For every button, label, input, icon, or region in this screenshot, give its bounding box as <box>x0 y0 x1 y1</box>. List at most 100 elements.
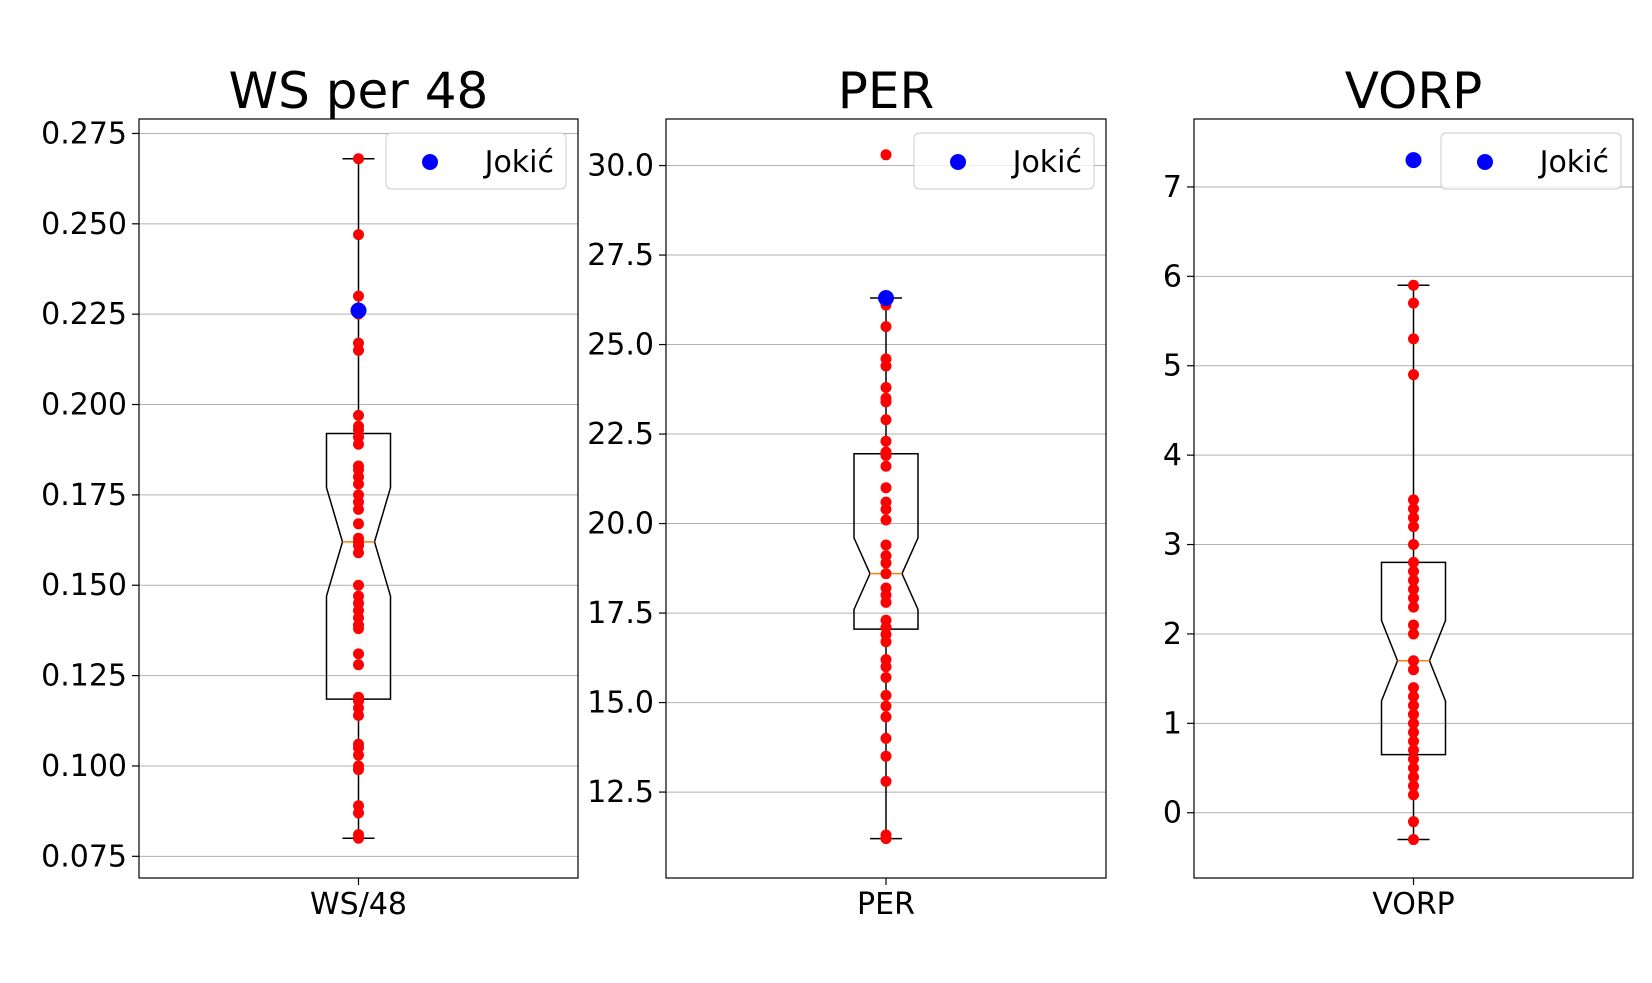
y-tick-label: 0.175 <box>41 478 127 513</box>
data-point <box>353 460 364 472</box>
data-point <box>880 614 892 626</box>
data-point <box>880 582 892 594</box>
data-point <box>1408 279 1419 291</box>
x-category-label: VORP <box>1372 887 1455 922</box>
y-tick-label: 0.150 <box>41 568 127 603</box>
data-point <box>880 482 892 494</box>
y-tick-label: 15.0 <box>587 686 654 721</box>
panel-title: PER <box>838 62 934 120</box>
data-point <box>353 153 364 165</box>
y-tick-label: 7 <box>1163 170 1182 205</box>
data-point <box>880 700 892 712</box>
y-tick-label: 0.225 <box>41 297 127 332</box>
data-point <box>1408 717 1419 729</box>
y-tick-label: 22.5 <box>587 417 654 452</box>
panel-per: 12.5 15.0 17.5 20.0 22.5 25.0 27.5 30.0 Jokić PER… <box>587 62 1107 922</box>
y-tick-label: 0.075 <box>41 839 127 874</box>
data-point <box>353 800 364 812</box>
y-tick-label: 4 <box>1163 438 1182 473</box>
y-tick-label: 25.0 <box>587 328 654 363</box>
legend-box <box>913 132 1095 190</box>
y-tick-label: 17.5 <box>587 596 654 631</box>
data-point <box>353 229 364 241</box>
legend-marker <box>422 154 438 170</box>
data-point <box>353 290 364 302</box>
data-point <box>1408 726 1419 738</box>
data-point <box>1408 735 1419 747</box>
y-tick-label: 0.125 <box>41 659 127 694</box>
data-point <box>353 420 364 432</box>
panel-title: VORP <box>1345 62 1483 120</box>
y-tick-label: 3 <box>1163 528 1182 563</box>
data-point <box>880 672 892 684</box>
data-point <box>880 829 892 841</box>
data-point <box>1408 628 1419 640</box>
panel-ws48: 0.075 0.100 0.125 0.150 0.175 0.200 0.225 0.250… <box>41 62 579 922</box>
legend-marker <box>1477 154 1493 170</box>
notched-box <box>325 432 392 700</box>
y-tick-label: 2 <box>1163 617 1182 652</box>
data-point <box>880 750 892 762</box>
data-point <box>880 775 892 787</box>
data-point <box>1408 708 1419 720</box>
legend-marker <box>950 154 966 170</box>
data-point <box>353 590 364 602</box>
highlight-point <box>878 290 894 307</box>
data-point <box>1408 333 1419 345</box>
x-category-label: WS/48 <box>310 887 407 922</box>
data-point <box>1408 601 1419 613</box>
y-tick-label: 20.0 <box>587 507 654 542</box>
data-point <box>1408 655 1419 667</box>
data-point <box>1408 816 1419 828</box>
data-point <box>1408 592 1419 604</box>
data-point <box>1408 682 1419 694</box>
data-point <box>880 414 892 426</box>
legend-box <box>1440 132 1622 190</box>
data-point <box>1408 494 1419 506</box>
data-point <box>1408 771 1419 783</box>
data-point <box>1408 780 1419 792</box>
data-point <box>1408 521 1419 533</box>
notched-box <box>853 452 919 630</box>
data-point <box>1408 664 1419 676</box>
data-point <box>1408 297 1419 309</box>
legend-label: Jokić <box>1011 145 1082 180</box>
y-tick-label: 6 <box>1163 259 1182 294</box>
notched-box <box>1380 561 1447 756</box>
data-point <box>880 149 892 161</box>
y-tick-label: 0.250 <box>41 207 127 242</box>
data-point <box>880 382 892 394</box>
y-tick-label: 0 <box>1163 796 1182 831</box>
data-point <box>880 321 892 333</box>
y-tick-label: 1 <box>1163 706 1182 741</box>
y-tick-label: 0.275 <box>41 116 127 151</box>
data-point <box>880 550 892 562</box>
panel-title: WS per 48 <box>229 62 489 120</box>
data-point <box>880 435 892 447</box>
y-tick-label: 0.200 <box>41 388 127 423</box>
data-point <box>353 518 364 530</box>
legend-label: Jokić <box>1538 145 1609 180</box>
data-point <box>1408 691 1419 703</box>
highlight-point <box>350 302 367 319</box>
x-category-label: PER <box>857 887 915 922</box>
data-point <box>880 654 892 666</box>
data-point <box>353 337 364 349</box>
data-point <box>353 409 364 421</box>
data-point <box>880 496 892 508</box>
data-point <box>1408 583 1419 595</box>
data-point <box>1408 556 1419 568</box>
data-point <box>880 353 892 365</box>
data-point <box>1408 834 1419 846</box>
highlight-point <box>1405 152 1422 169</box>
data-point <box>353 579 364 591</box>
y-tick-label: 30.0 <box>587 149 654 184</box>
data-point <box>1408 503 1419 515</box>
data-point <box>1408 789 1419 801</box>
legend-box <box>385 132 567 190</box>
y-tick-label: 0.100 <box>41 749 127 784</box>
data-point <box>880 711 892 723</box>
y-tick-label: 27.5 <box>587 238 654 273</box>
data-point <box>880 514 892 526</box>
data-point <box>353 829 364 841</box>
